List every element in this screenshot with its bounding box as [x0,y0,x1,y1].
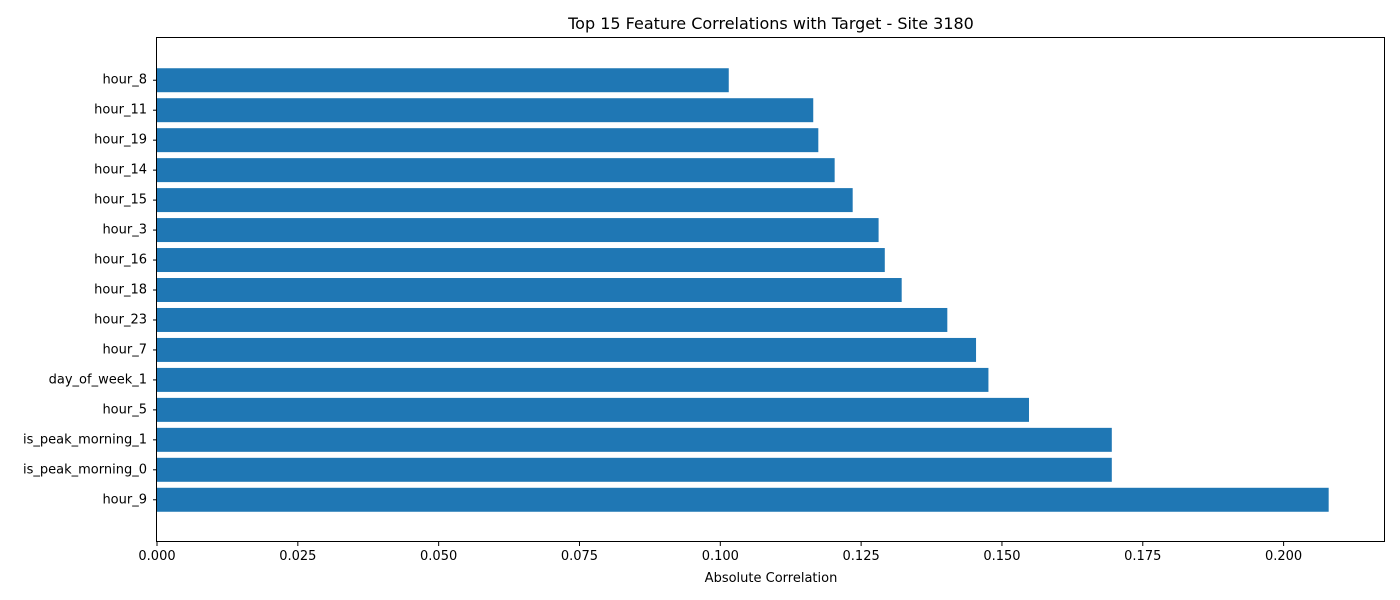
y-tick-label: hour_14 [94,163,147,178]
bar-hour-19 [157,128,819,153]
y-tick-label: hour_16 [94,253,147,268]
bar-is-peak-morning-0 [157,457,1112,482]
x-tick-label: 0.200 [1265,549,1302,564]
bar-hour-18 [157,278,902,302]
bar-hour-5 [157,397,1029,422]
bar-hour-23 [157,307,948,332]
bar-hour-15 [157,188,853,213]
bar-hour-7 [157,337,977,362]
y-tick-label: is_peak_morning_0 [23,462,147,477]
x-axis-ticks: 0.000 0.025 0.050 0.075 0.100 0.125 0.150 0.175… [138,542,1302,564]
x-axis-label: Absolute Correlation [705,571,838,586]
bars-layer [157,68,1329,512]
x-tick-label: 0.050 [420,549,457,564]
y-tick-label: hour_11 [94,103,147,118]
x-tick-label: 0.025 [279,549,316,564]
y-tick-label: hour_19 [94,133,147,148]
y-axis-ticks: hour_9 is_peak_morning_0 is_peak_morning_1… [23,73,157,507]
plot-frame [156,37,1385,542]
y-tick-label: is_peak_morning_1 [23,432,147,447]
bar-hour-11 [157,98,814,123]
chart-title: Top 15 Feature Correlations with Target … [567,14,974,33]
y-tick-label: hour_8 [102,73,147,88]
y-tick-label: day_of_week_1 [49,372,147,387]
y-tick-label: hour_15 [94,193,147,208]
x-tick-label: 0.100 [702,549,739,564]
bar-hour-8 [157,68,729,93]
y-tick-label: hour_5 [102,402,147,417]
y-tick-label: hour_23 [94,312,147,327]
x-tick-label: 0.150 [983,549,1020,564]
y-tick-label: hour_3 [102,223,147,238]
bar-hour-14 [157,158,835,183]
x-tick-label: 0.125 [843,549,880,564]
x-tick-label: 0.075 [561,549,598,564]
x-tick-label: 0.000 [138,549,175,564]
x-tick-label: 0.175 [1124,549,1161,564]
y-tick-label: hour_18 [94,283,147,298]
y-tick-label: hour_7 [102,342,147,357]
bar-day-of-week-1 [157,367,989,392]
bar-is-peak-morning-1 [157,427,1112,452]
bar-hour-3 [157,218,879,243]
bar-hour-9 [157,487,1329,512]
bar-hour-16 [157,248,885,273]
y-tick-label: hour_9 [102,492,147,507]
